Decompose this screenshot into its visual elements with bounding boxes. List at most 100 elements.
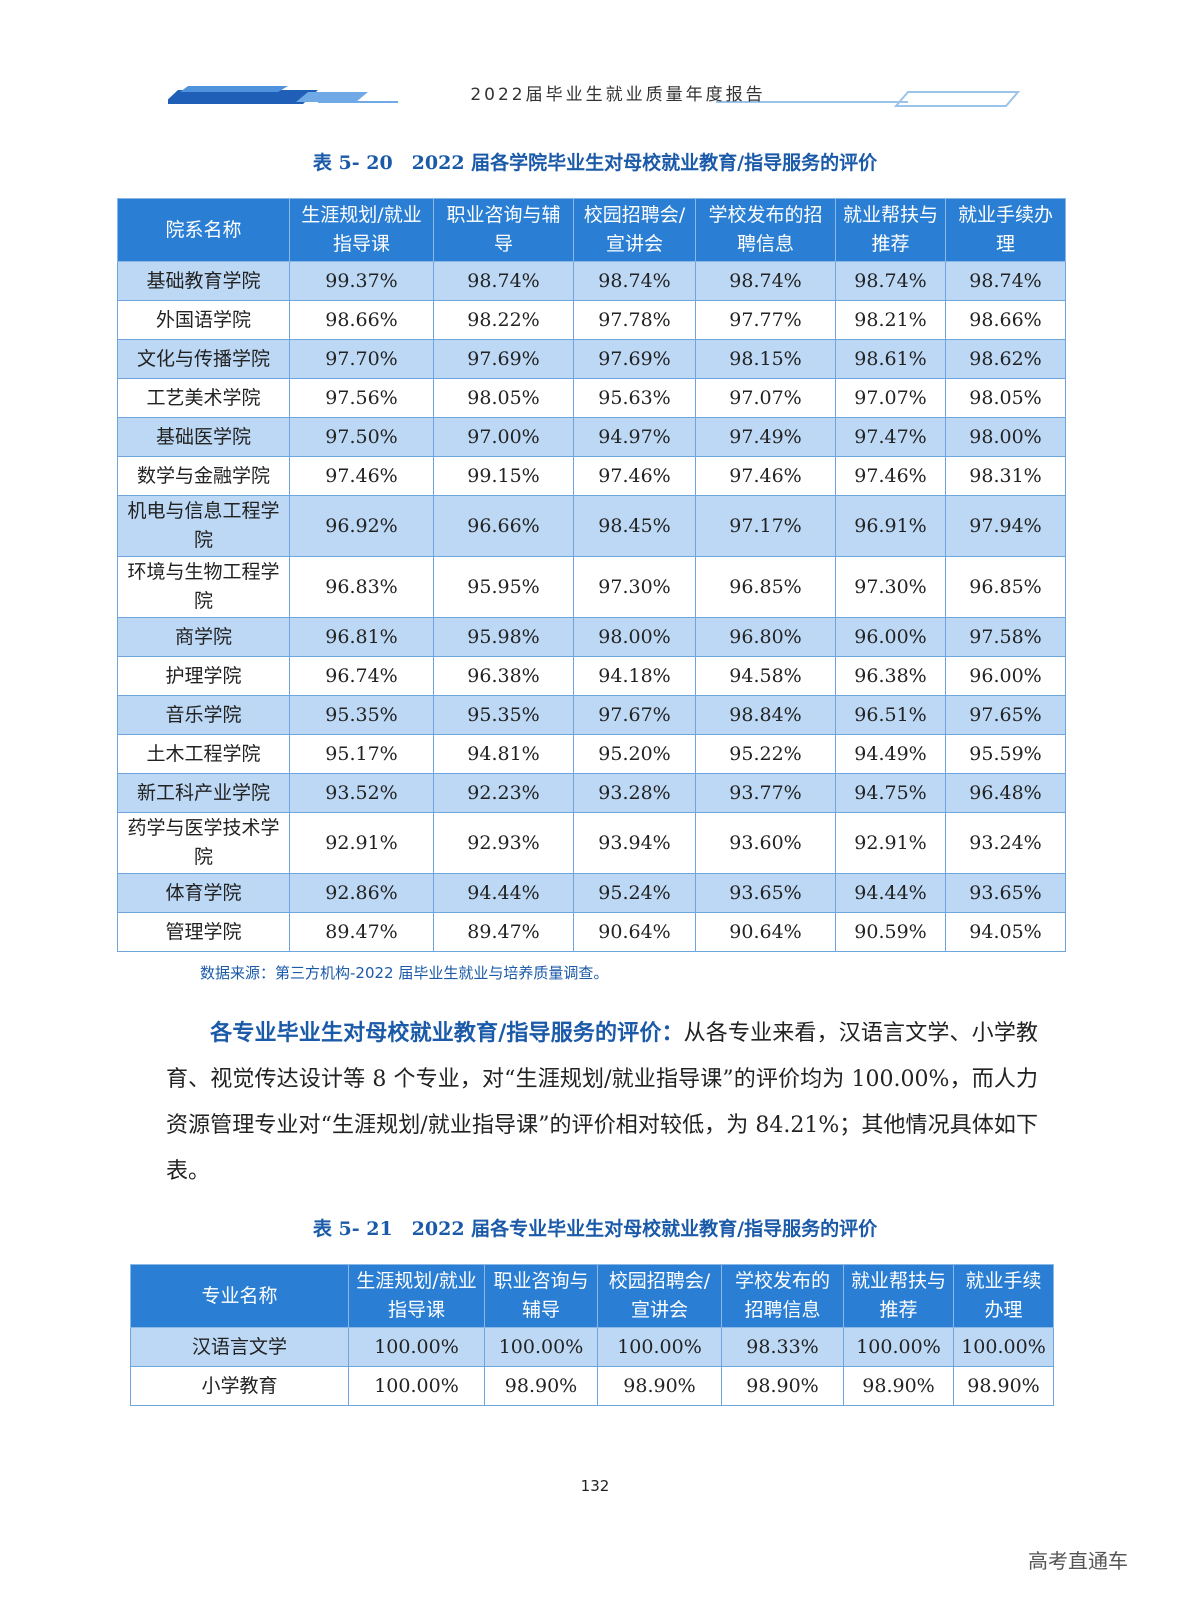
header-cell: 职业咨询与辅导	[484, 1264, 598, 1328]
value-cell: 96.00%	[945, 656, 1066, 696]
value-cell: 98.90%	[484, 1366, 598, 1406]
table-row: 管理学院 89.47% 89.47% 90.64% 90.64% 90.59% 94.05%	[117, 912, 1066, 952]
value-cell: 89.47%	[433, 912, 574, 952]
body-paragraph: 各专业毕业生对母校就业教育/指导服务的评价：从各专业来看，汉语言文学、小学教育、…	[166, 1010, 1038, 1195]
table-row: 工艺美术学院 97.56% 98.05% 95.63% 97.07% 97.07% 98.0…	[117, 378, 1066, 418]
value-cell: 98.74%	[573, 261, 696, 301]
value-cell: 96.48%	[945, 773, 1066, 813]
value-cell: 97.67%	[573, 695, 696, 735]
value-cell: 96.00%	[835, 617, 946, 657]
value-cell: 98.90%	[843, 1366, 954, 1406]
value-cell: 98.45%	[573, 495, 696, 557]
value-cell: 98.05%	[433, 378, 574, 418]
value-cell: 98.00%	[945, 417, 1066, 457]
header-cell: 职业咨询与辅导	[433, 198, 574, 262]
value-cell: 96.66%	[433, 495, 574, 557]
row-name-cell: 环境与生物工程学院	[117, 556, 290, 618]
value-cell: 97.58%	[945, 617, 1066, 657]
value-cell: 97.17%	[695, 495, 836, 557]
value-cell: 97.94%	[945, 495, 1066, 557]
value-cell: 98.33%	[721, 1327, 844, 1367]
row-name-cell: 基础教育学院	[117, 261, 290, 301]
header-cell: 就业帮扶与推荐	[835, 198, 946, 262]
table-row: 音乐学院 95.35% 95.35% 97.67% 98.84% 96.51% 97.65%	[117, 695, 1066, 735]
paragraph-lead: 各专业毕业生对母校就业教育/指导服务的评价：	[210, 1020, 684, 1046]
value-cell: 100.00%	[484, 1327, 598, 1367]
value-cell: 95.59%	[945, 734, 1066, 774]
value-cell: 96.74%	[289, 656, 434, 696]
value-cell: 97.56%	[289, 378, 434, 418]
table2: 专业名称 生涯规划/就业指导课 职业咨询与辅导 校园招聘会/宣讲会 学校发布的招…	[130, 1264, 1054, 1406]
value-cell: 98.66%	[945, 300, 1066, 340]
header-cell: 学校发布的招聘信息	[695, 198, 836, 262]
value-cell: 97.49%	[695, 417, 836, 457]
value-cell: 98.84%	[695, 695, 836, 735]
value-cell: 96.38%	[835, 656, 946, 696]
header-cell: 就业手续办理	[953, 1264, 1054, 1328]
value-cell: 97.46%	[573, 456, 696, 496]
data-source-note: 数据来源：第三方机构-2022 届毕业生就业与培养质量调查。	[200, 964, 609, 982]
row-name-cell: 管理学院	[117, 912, 290, 952]
value-cell: 100.00%	[348, 1327, 485, 1367]
value-cell: 93.65%	[695, 873, 836, 913]
table-row: 护理学院 96.74% 96.38% 94.18% 94.58% 96.38% 96.00%	[117, 656, 1066, 696]
value-cell: 98.90%	[597, 1366, 722, 1406]
row-name-cell: 药学与医学技术学院	[117, 812, 290, 874]
table1-header-row: 院系名称 生涯规划/就业指导课 职业咨询与辅导 校园招聘会/宣讲会 学校发布的招…	[117, 198, 1066, 262]
value-cell: 90.64%	[695, 912, 836, 952]
row-name-cell: 数学与金融学院	[117, 456, 290, 496]
value-cell: 94.81%	[433, 734, 574, 774]
value-cell: 94.44%	[835, 873, 946, 913]
value-cell: 100.00%	[597, 1327, 722, 1367]
value-cell: 94.58%	[695, 656, 836, 696]
value-cell: 96.80%	[695, 617, 836, 657]
value-cell: 98.22%	[433, 300, 574, 340]
value-cell: 94.18%	[573, 656, 696, 696]
row-name-cell: 工艺美术学院	[117, 378, 290, 418]
value-cell: 98.90%	[721, 1366, 844, 1406]
table-row: 小学教育 100.00% 98.90% 98.90% 98.90% 98.90% 98.90…	[130, 1366, 1054, 1406]
header-banner-graphic	[168, 86, 1021, 107]
value-cell: 95.35%	[289, 695, 434, 735]
value-cell: 99.15%	[433, 456, 574, 496]
value-cell: 97.00%	[433, 417, 574, 457]
value-cell: 97.65%	[945, 695, 1066, 735]
value-cell: 92.91%	[289, 812, 434, 874]
value-cell: 96.83%	[289, 556, 434, 618]
value-cell: 93.60%	[695, 812, 836, 874]
value-cell: 97.69%	[573, 339, 696, 379]
table-row: 汉语言文学 100.00% 100.00% 100.00% 98.33% 100.00% 1…	[130, 1327, 1054, 1367]
value-cell: 95.24%	[573, 873, 696, 913]
row-name-cell: 文化与传播学院	[117, 339, 290, 379]
value-cell: 96.38%	[433, 656, 574, 696]
value-cell: 97.77%	[695, 300, 836, 340]
value-cell: 98.15%	[695, 339, 836, 379]
value-cell: 97.78%	[573, 300, 696, 340]
header-cell: 生涯规划/就业指导课	[348, 1264, 485, 1328]
row-name-cell: 外国语学院	[117, 300, 290, 340]
table-row: 数学与金融学院 97.46% 99.15% 97.46% 97.46% 97.46% 98.…	[117, 456, 1066, 496]
header-cell: 校园招聘会/宣讲会	[573, 198, 696, 262]
header-title: 2022届毕业生就业质量年度报告	[470, 85, 766, 105]
value-cell: 95.98%	[433, 617, 574, 657]
value-cell: 92.93%	[433, 812, 574, 874]
value-cell: 96.85%	[945, 556, 1066, 618]
row-name-cell: 汉语言文学	[130, 1327, 349, 1367]
value-cell: 97.46%	[695, 456, 836, 496]
value-cell: 93.65%	[945, 873, 1066, 913]
paragraph-body: 从各专业来看，汉语言文学、小学教育、视觉传达设计等 8 个专业，对“生涯规划/就…	[166, 1021, 1038, 1184]
value-cell: 92.91%	[835, 812, 946, 874]
value-cell: 93.24%	[945, 812, 1066, 874]
value-cell: 97.30%	[835, 556, 946, 618]
header-cell: 学校发布的招聘信息	[721, 1264, 844, 1328]
value-cell: 97.69%	[433, 339, 574, 379]
value-cell: 96.81%	[289, 617, 434, 657]
value-cell: 100.00%	[953, 1327, 1054, 1367]
value-cell: 95.95%	[433, 556, 574, 618]
value-cell: 95.35%	[433, 695, 574, 735]
value-cell: 97.07%	[835, 378, 946, 418]
table-row: 新工科产业学院 93.52% 92.23% 93.28% 93.77% 94.75% 96.…	[117, 773, 1066, 813]
row-name-cell: 音乐学院	[117, 695, 290, 735]
value-cell: 92.86%	[289, 873, 434, 913]
row-name-cell: 新工科产业学院	[117, 773, 290, 813]
